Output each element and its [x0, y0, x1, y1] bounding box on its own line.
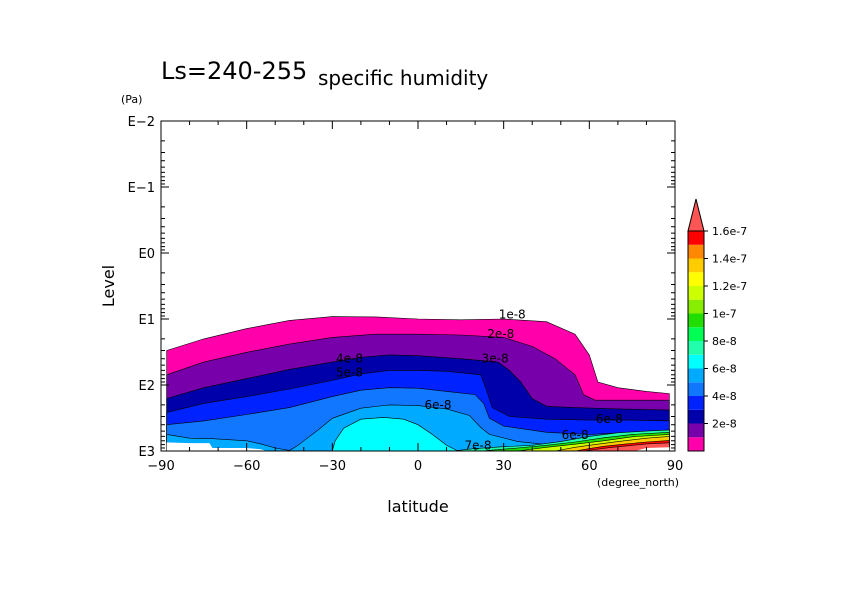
colorbar-swatch-11 [688, 286, 704, 300]
colorbar-swatch-8 [688, 327, 704, 341]
colorbar-label-7: 1.6e-7 [712, 225, 747, 238]
y-axis: E−2 E−1 E0 E1 E2 E3 [128, 115, 675, 460]
missing-region-1 [635, 447, 670, 451]
colorbar-swatch-13 [688, 258, 704, 273]
colorbar-swatch-6 [688, 354, 704, 369]
x-tick-label-3: 0 [414, 459, 422, 474]
colorbar-swatch-0 [688, 437, 704, 451]
missing-data [166, 442, 670, 451]
x-tick-label-2: −30 [319, 459, 346, 474]
colorbar-label-2: 6e-8 [712, 363, 737, 376]
contour-labels: 1e-8 2e-8 3e-8 4e-85e-8 6e-8 7e-8 6e-8 6e-8 [336, 307, 623, 452]
colorbar-swatch-9 [688, 313, 704, 328]
chart-title-prefix: Ls=240-255 [161, 57, 307, 85]
contour-label-0: 1e-8 [499, 307, 526, 321]
x-tick-label-6: 90 [667, 459, 684, 474]
contour-region-6 [331, 417, 459, 452]
colorbar-swatch-7 [688, 341, 704, 355]
contour-label-5: 6e-8 [425, 398, 452, 412]
y-tick-label-1: E−1 [128, 181, 155, 196]
y-tick-label-0: E−2 [128, 115, 155, 130]
colorbar-swatch-10 [688, 299, 704, 314]
colorbar-swatch-5 [688, 368, 704, 383]
y-tick-label-2: E0 [139, 247, 156, 262]
colorbar-swatch-15 [688, 231, 704, 245]
x-axis: −90 −60 −30 0 30 60 90 [147, 121, 683, 474]
x-tick-label-1: −60 [233, 459, 260, 474]
y-unit-label: (Pa) [121, 93, 142, 106]
contour-fills [166, 316, 670, 452]
colorbar-swatch-1 [688, 423, 704, 438]
contour-label-7: 6e-8 [562, 428, 589, 442]
colorbar-swatch-12 [688, 272, 704, 286]
missing-region-0 [166, 442, 267, 451]
contour-label-3: 4e-8 [336, 352, 363, 366]
colorbar-swatch-4 [688, 382, 704, 396]
colorbar-swatch-14 [688, 244, 704, 259]
x-tick-label-4: 30 [495, 459, 512, 474]
colorbar-label-1: 4e-8 [712, 390, 737, 403]
colorbar-label-3: 8e-8 [712, 335, 737, 348]
contour-label-4: 5e-8 [336, 366, 363, 380]
contour-label-8: 6e-8 [596, 412, 623, 426]
colorbar: 2e-8 4e-8 6e-8 8e-8 1e-7 1.2e-7 1.4e-7 1.6e-7 [687, 198, 747, 452]
y-tick-label-4: E2 [139, 379, 156, 394]
chart-title: specific humidity [318, 66, 488, 90]
x-unit-label: (degree_north) [597, 476, 679, 489]
colorbar-label-6: 1.4e-7 [712, 253, 747, 266]
colorbar-label-0: 2e-8 [712, 418, 737, 431]
colorbar-swatch-3 [688, 396, 704, 410]
colorbar-extend-arrow [687, 198, 705, 232]
x-tick-label-5: 60 [581, 459, 598, 474]
colorbar-label-4: 1e-7 [712, 308, 737, 321]
y-axis-label: Level [99, 265, 118, 307]
contour-label-2: 3e-8 [482, 352, 509, 366]
contour-label-6: 7e-8 [465, 438, 492, 452]
colorbar-label-5: 1.2e-7 [712, 280, 747, 293]
x-tick-label-0: −90 [147, 459, 174, 474]
y-tick-label-5: E3 [139, 445, 156, 460]
colorbar-swatch-2 [688, 409, 704, 424]
y-tick-label-3: E1 [139, 313, 156, 328]
contour-label-1: 2e-8 [487, 327, 514, 341]
x-axis-label: latitude [387, 497, 448, 516]
